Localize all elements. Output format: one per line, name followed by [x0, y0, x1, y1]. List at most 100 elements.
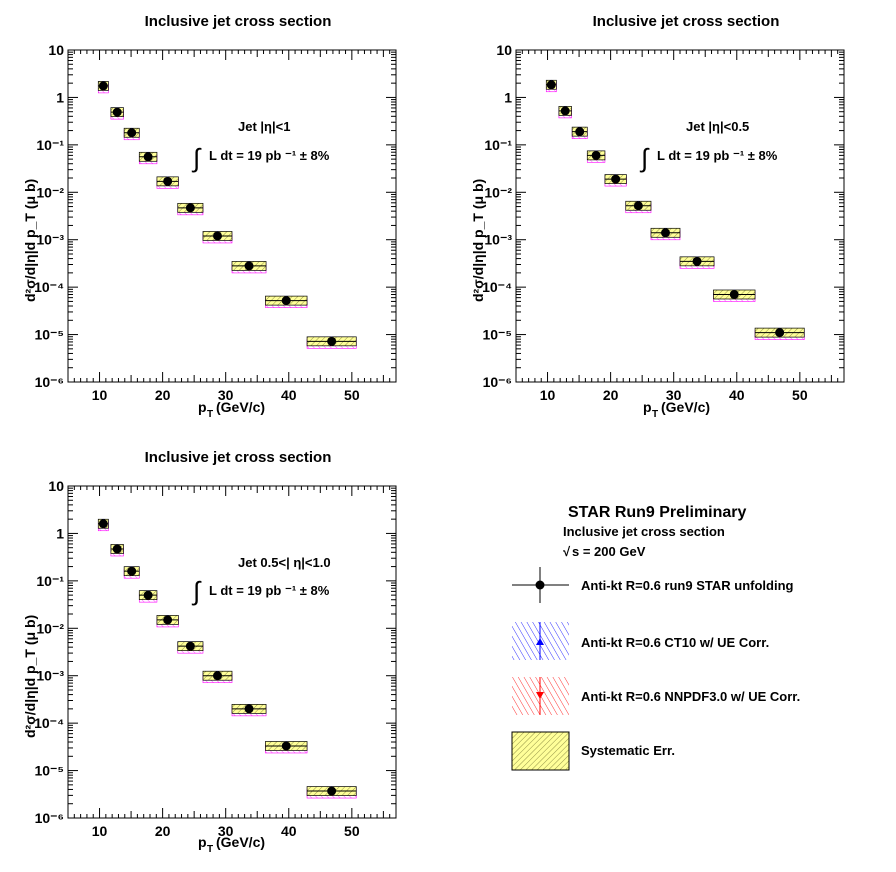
- legend-entry-data: Anti-kt R=0.6 run9 STAR unfolding: [512, 567, 794, 603]
- data-point: [754, 327, 805, 340]
- chart-panel-jet-eta-0.5-1.0: Inclusive jet cross section 10110⁻¹10⁻²1…: [22, 449, 397, 855]
- y-tick-label: 10: [48, 42, 64, 58]
- y-axis: 10 1 10⁻¹ 10⁻² 10⁻³ 10⁻⁴ 10⁻⁵ 10⁻⁶: [34, 478, 396, 826]
- y-tick-label: 10⁻³: [36, 668, 64, 684]
- annotation-luminosity: L dt = 19 pb ⁻¹ ± 8%: [209, 583, 330, 598]
- x-axis: 10 20 30 40 50: [515, 50, 845, 403]
- data-point: [123, 127, 140, 141]
- data-series: [97, 80, 357, 349]
- annotation-luminosity: L dt = 19 pb ⁻¹ ± 8%: [209, 148, 330, 163]
- x-tick-label: 10: [92, 387, 108, 403]
- x-tick-label: 20: [603, 387, 619, 403]
- x-axis-label-sub: T: [207, 409, 213, 420]
- y-tick-label: 10⁻²: [484, 184, 512, 200]
- data-marker: [143, 590, 153, 600]
- chart-title: Inclusive jet cross section: [145, 13, 332, 30]
- legend-label: Anti-kt R=0.6 CT10 w/ UE Corr.: [581, 635, 769, 650]
- y-tick-label: 10⁻⁵: [482, 327, 512, 343]
- y-tick-label: 10⁻⁴: [34, 715, 64, 731]
- data-point: [138, 590, 158, 603]
- y-axis-label: d²σ/d|η|d p_T (μ b): [470, 179, 486, 302]
- data-point: [177, 641, 204, 654]
- integral-symbol: ∫: [191, 576, 202, 606]
- data-marker: [212, 231, 222, 241]
- data-marker: [775, 328, 785, 338]
- x-tick-label: 50: [344, 823, 360, 839]
- x-tick-label: 50: [344, 387, 360, 403]
- data-marker: [244, 704, 254, 714]
- legend-entry-ct10: Anti-kt R=0.6 CT10 w/ UE Corr.: [512, 622, 769, 660]
- y-tick-label: 10⁻³: [484, 232, 512, 248]
- data-series: [97, 518, 357, 799]
- data-point: [265, 295, 308, 308]
- y-tick-label: 10⁻¹: [36, 573, 64, 589]
- y-axis-label: d²σ/d|η|d p_T (μ b): [22, 615, 38, 738]
- data-marker: [546, 80, 556, 90]
- legend-symbol-marker: [536, 638, 544, 645]
- x-axis-label: p T (GeV/c): [643, 399, 710, 420]
- x-tick-label: 30: [666, 387, 682, 403]
- x-tick-label: 40: [281, 387, 297, 403]
- data-marker: [327, 786, 337, 796]
- integral-symbol: ∫: [191, 143, 202, 173]
- sqrt-symbol: √: [563, 544, 571, 559]
- y-tick-label: 10⁻⁶: [35, 810, 64, 826]
- legend-symbol-marker: [535, 580, 545, 590]
- data-point: [202, 670, 233, 684]
- data-marker: [98, 519, 108, 529]
- data-marker: [281, 741, 291, 751]
- data-marker: [591, 150, 601, 160]
- data-point: [123, 566, 140, 579]
- data-marker: [611, 174, 621, 184]
- data-marker: [660, 228, 670, 238]
- data-point: [545, 79, 557, 93]
- y-tick-label: 10⁻¹: [36, 137, 64, 153]
- data-series: [545, 79, 805, 340]
- x-axis-label-unit: (GeV/c): [661, 399, 710, 415]
- annotation-eta-range: Jet |η|<0.5: [686, 119, 749, 134]
- x-axis-label-main: p: [198, 834, 207, 850]
- data-point: [571, 126, 588, 139]
- data-point: [156, 614, 179, 628]
- data-point: [306, 786, 357, 799]
- data-point: [306, 336, 357, 349]
- data-marker: [327, 336, 337, 346]
- y-tick-label: 10⁻⁶: [35, 374, 64, 390]
- x-tick-label: 40: [281, 823, 297, 839]
- legend: STAR Run9 Preliminary Inclusive jet cros…: [511, 504, 800, 771]
- x-tick-label: 10: [540, 387, 556, 403]
- data-point: [650, 227, 681, 241]
- y-tick-label: 10: [496, 42, 512, 58]
- y-tick-label: 10⁻⁵: [34, 327, 64, 343]
- data-marker: [692, 256, 702, 266]
- data-marker: [212, 671, 222, 681]
- chart-title: Inclusive jet cross section: [593, 13, 780, 30]
- data-point: [679, 256, 715, 269]
- y-axis: 10 1 10⁻¹ 10⁻² 10⁻³ 10⁻⁴ 10⁻⁵ 10⁻⁶: [482, 42, 844, 390]
- data-point: [586, 150, 606, 163]
- integral-symbol: ∫: [639, 143, 650, 173]
- x-tick-label: 30: [218, 387, 234, 403]
- y-tick-label: 10⁻¹: [484, 137, 512, 153]
- data-marker: [127, 566, 137, 576]
- y-tick-label: 1: [504, 89, 512, 105]
- data-point: [156, 176, 179, 189]
- annotation-luminosity: L dt = 19 pb ⁻¹ ± 8%: [657, 148, 778, 163]
- data-marker: [185, 203, 195, 213]
- data-point: [97, 518, 109, 532]
- data-point: [265, 740, 308, 754]
- data-marker: [143, 152, 153, 162]
- legend-energy: s = 200 GeV: [572, 544, 646, 559]
- x-axis-label-main: p: [198, 399, 207, 415]
- data-point: [110, 543, 124, 557]
- x-tick-label: 20: [155, 387, 171, 403]
- data-marker: [185, 641, 195, 651]
- x-tick-label: 30: [218, 823, 234, 839]
- data-marker: [244, 261, 254, 271]
- legend-symbol-marker: [536, 692, 544, 699]
- y-tick-label: 1: [56, 89, 64, 105]
- y-tick-label: 1: [56, 525, 64, 541]
- y-tick-label: 10⁻²: [36, 184, 64, 200]
- data-marker: [98, 81, 108, 91]
